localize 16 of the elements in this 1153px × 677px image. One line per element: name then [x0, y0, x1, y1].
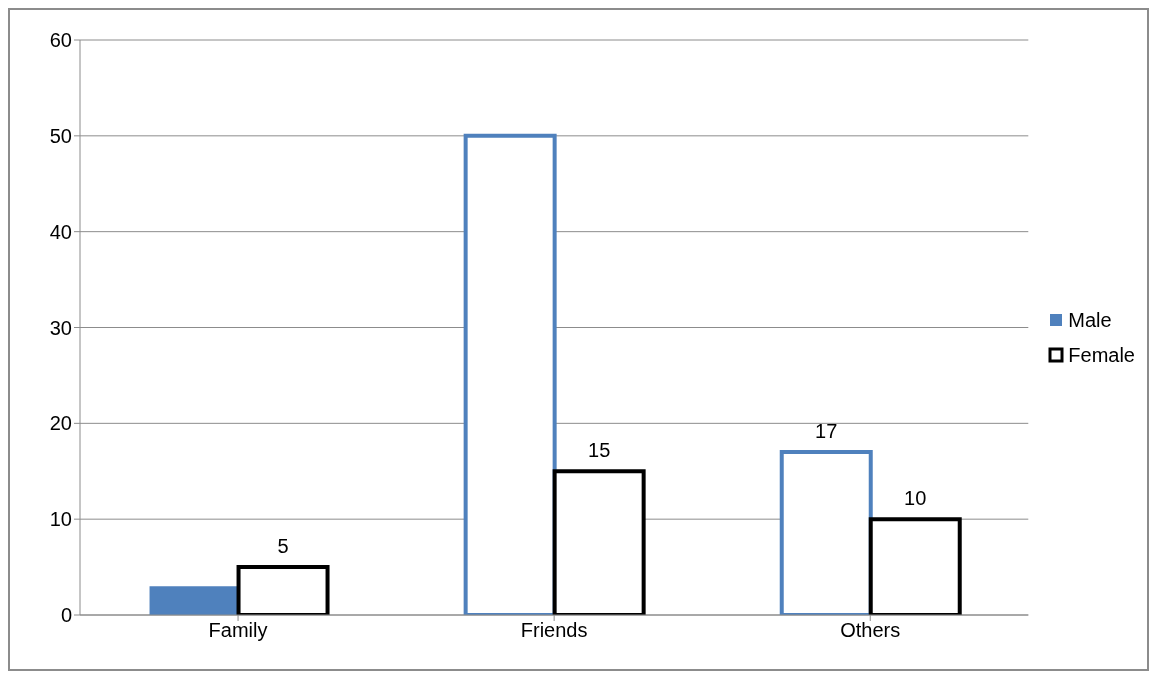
y-tick-label: 50 [49, 124, 72, 147]
y-tick-label: 40 [49, 220, 72, 243]
y-tick-label: 0 [60, 604, 72, 627]
legend-label: Male [1068, 308, 1112, 332]
legend-label: Female [1068, 343, 1135, 367]
data-label: 15 [588, 439, 611, 462]
x-tick-label: Family [208, 619, 268, 642]
data-label: 10 [904, 487, 927, 510]
x-tick-label: Friends [520, 619, 588, 642]
y-tick-label: 60 [49, 29, 72, 52]
y-tick-label: 20 [49, 412, 72, 435]
data-label: 5 [277, 535, 289, 558]
y-tick-label: 10 [49, 508, 72, 531]
x-tick-label: Others [840, 619, 901, 642]
data-label: 17 [815, 420, 838, 443]
y-tick-label: 30 [49, 316, 72, 339]
